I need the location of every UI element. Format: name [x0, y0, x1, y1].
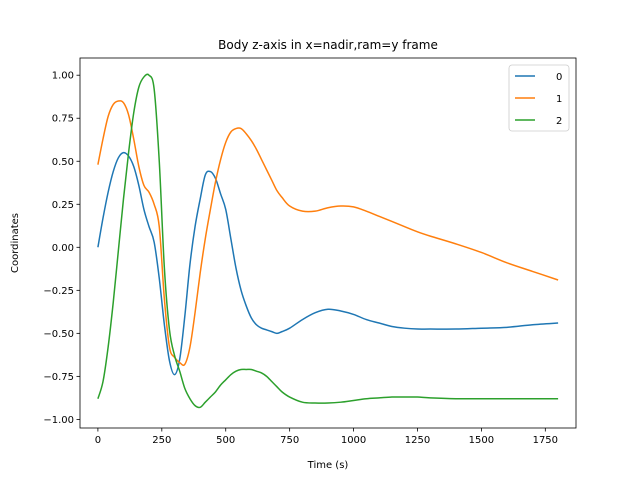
y-tick-label: −0.75	[43, 372, 74, 383]
x-tick-label: 500	[216, 435, 235, 446]
y-tick-label: −1.00	[43, 415, 74, 426]
y-tick-label: −0.50	[43, 329, 74, 340]
y-axis-label: Coordinates	[10, 213, 21, 273]
plot-frame	[79, 57, 577, 429]
y-tick-label: 1.00	[52, 71, 74, 82]
y-tick-label: 0.25	[52, 200, 74, 211]
y-tick-label: 0.00	[52, 243, 74, 254]
legend-label-0: 0	[556, 72, 562, 83]
x-tick-label: 0	[95, 435, 101, 446]
x-tick-label: 1250	[405, 435, 430, 446]
x-axis: 0 250 500 750 1000 1250 1500 1750	[95, 428, 558, 446]
series-0-line	[97, 151, 559, 376]
y-tick-label: 0.50	[52, 157, 74, 168]
x-tick-label: 250	[152, 435, 171, 446]
legend: 0 1 2	[508, 64, 570, 132]
legend-box	[508, 64, 570, 132]
x-tick-label: 1750	[533, 435, 558, 446]
y-axis: −1.00 −0.75 −0.50 −0.25 0.00 0.25 0.50 0.75 1.00	[43, 71, 80, 426]
chart-title: Body z-axis in x=nadir,ram=y frame	[218, 38, 438, 52]
x-tick-label: 750	[280, 435, 299, 446]
legend-label-2: 2	[556, 116, 562, 127]
legend-label-1: 1	[556, 94, 562, 105]
x-tick-label: 1500	[469, 435, 494, 446]
y-tick-label: 0.75	[52, 114, 74, 125]
y-tick-label: −0.25	[43, 286, 74, 297]
plot-lines	[97, 73, 559, 409]
x-axis-label: Time (s)	[307, 460, 349, 471]
series-1-line	[97, 100, 559, 367]
series-2-line	[97, 73, 559, 409]
x-tick-label: 1000	[341, 435, 366, 446]
